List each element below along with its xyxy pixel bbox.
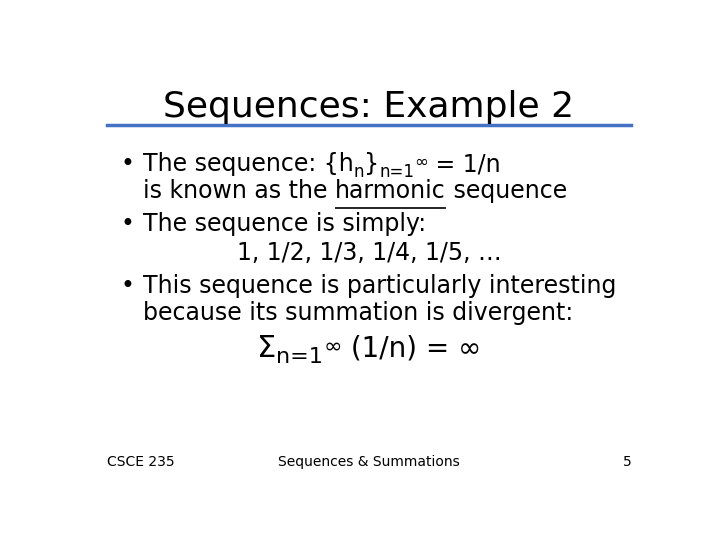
Text: ∞: ∞ <box>415 153 428 171</box>
Text: Σ: Σ <box>257 334 276 363</box>
Text: •: • <box>121 212 135 237</box>
Text: (1/n) = ∞: (1/n) = ∞ <box>342 334 481 362</box>
Text: = 1/n: = 1/n <box>428 152 501 176</box>
Text: because its summation is divergent:: because its summation is divergent: <box>143 301 573 325</box>
Text: }: } <box>364 152 379 176</box>
Text: is known as the: is known as the <box>143 179 335 203</box>
Text: n=1: n=1 <box>276 347 323 367</box>
Text: The sequence: {h: The sequence: {h <box>143 152 354 176</box>
Text: •: • <box>121 274 135 299</box>
Text: n=1: n=1 <box>379 163 415 180</box>
Text: 5: 5 <box>623 455 631 469</box>
Text: CSCE 235: CSCE 235 <box>107 455 174 469</box>
Text: sequence: sequence <box>446 179 567 203</box>
Text: The sequence is simply:: The sequence is simply: <box>143 212 426 237</box>
Text: •: • <box>121 152 135 176</box>
Text: ∞: ∞ <box>323 336 342 356</box>
Text: Sequences: Example 2: Sequences: Example 2 <box>163 90 575 124</box>
Text: This sequence is particularly interesting: This sequence is particularly interestin… <box>143 274 616 299</box>
Text: harmonic: harmonic <box>335 179 446 203</box>
Text: 1, 1/2, 1/3, 1/4, 1/5, …: 1, 1/2, 1/3, 1/4, 1/5, … <box>237 241 501 265</box>
Text: Sequences & Summations: Sequences & Summations <box>278 455 460 469</box>
Text: n: n <box>354 163 364 180</box>
